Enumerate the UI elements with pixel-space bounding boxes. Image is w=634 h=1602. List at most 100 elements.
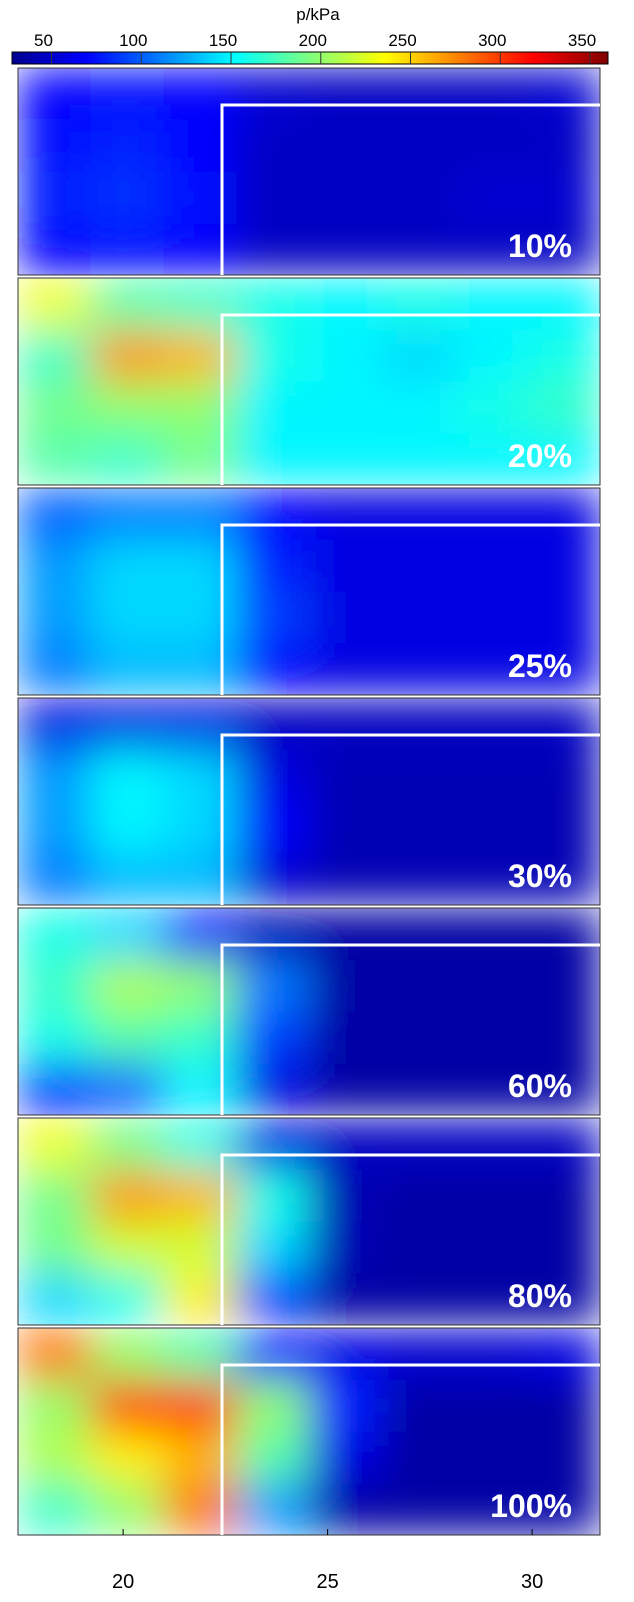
heatmap-cell [236,1483,309,1535]
heatmap-cell [309,853,382,905]
heatmap-cell [309,1222,382,1274]
heatmap-cell [164,1012,237,1064]
heatmap-cell [236,643,309,695]
heatmap-cell [18,330,91,382]
heatmap-cell [164,1063,237,1115]
heatmap-cell [18,382,91,434]
heatmap-cell [382,643,455,695]
heatmap-cell [18,802,91,854]
heatmap-cell [18,1170,91,1222]
colorbar-tick-label: 50 [34,31,53,50]
heatmap-cell [236,592,309,644]
heatmap-cell [309,698,382,750]
heatmap-cell [309,382,382,434]
heatmap-cell [527,802,600,854]
heatmap-cell [527,908,600,960]
heatmap-cell [91,1432,164,1484]
heatmap-cell [382,1118,455,1170]
heatmap-cell [236,1273,309,1325]
colorbar [12,52,608,64]
heatmap-cell [455,1118,528,1170]
heatmap-cell [382,802,455,854]
panel: 100% [18,1328,601,1536]
heatmap-cell [164,643,237,695]
panel-label: 10% [508,228,572,264]
panel: 80% [18,1118,601,1326]
heatmap-cell [382,1273,455,1325]
colorbar-title: p/kPa [296,5,340,24]
heatmap-cell [382,1063,455,1115]
heatmap-cell [18,1483,91,1535]
figure: p/kPa 5010015020025030035010%20%25%30%60… [0,0,634,1602]
heatmap-cell [527,1012,600,1064]
heatmap-cell [164,223,237,275]
heatmap-cell [455,908,528,960]
heatmap-cell [236,908,309,960]
heatmap-cell [309,1012,382,1064]
heatmap-cell [382,1012,455,1064]
panel-label: 100% [490,1488,572,1524]
heatmap-cell [382,1380,455,1432]
heatmap-cell [527,1328,600,1380]
heatmap-cell [91,853,164,905]
heatmap-cell [382,382,455,434]
heatmap-cell [455,1432,528,1484]
heatmap-cell [164,120,237,172]
heatmap-cell [382,1432,455,1484]
heatmap-cell [164,278,237,330]
colorbar-tick-label: 300 [478,31,506,50]
heatmap-cell [455,698,528,750]
heatmap-cell [236,1063,309,1115]
heatmap-cell [527,1170,600,1222]
heatmap-cell [455,1380,528,1432]
heatmap-cell [164,750,237,802]
heatmap-cell [91,1273,164,1325]
heatmap-cell [527,1432,600,1484]
heatmap-cell [455,540,528,592]
heatmap-cell [91,433,164,485]
heatmap-cell [164,853,237,905]
heatmap-cell [164,1170,237,1222]
heatmap-cell [527,278,600,330]
x-tick-label: 30 [521,1571,543,1593]
heatmap-cell [236,172,309,224]
heatmap-cell [91,488,164,540]
heatmap-cell [236,750,309,802]
heatmap-cell [382,68,455,120]
heatmap-cell [91,698,164,750]
heatmap-cell [91,1222,164,1274]
heatmap-cell [236,540,309,592]
heatmap-cell [164,68,237,120]
heatmap-cell [527,120,600,172]
heatmap-cell [91,172,164,224]
heatmap-cell [527,960,600,1012]
heatmap-cell [18,1380,91,1432]
heatmap-cell [91,120,164,172]
heatmap-cell [382,750,455,802]
x-tick-label: 25 [316,1571,338,1593]
heatmap-cell [309,1170,382,1222]
heatmap-cell [18,1222,91,1274]
heatmap-cell [91,1118,164,1170]
heatmap-cell [309,1063,382,1115]
colorbar-tick-label: 150 [209,31,237,50]
heatmap-cell [18,750,91,802]
heatmap-cell [527,382,600,434]
heatmap-cell [382,433,455,485]
heatmap-cell [91,1012,164,1064]
heatmap-cell [18,433,91,485]
heatmap-cell [382,488,455,540]
heatmap-cell [91,382,164,434]
heatmap-cell [236,1380,309,1432]
heatmap-cell [164,1432,237,1484]
heatmap-cell [527,540,600,592]
panel-label: 80% [508,1278,572,1314]
heatmap-cell [91,1483,164,1535]
heatmap-cell [164,488,237,540]
heatmap-cell [18,1012,91,1064]
heatmap-cell [164,172,237,224]
heatmap-cell [527,1222,600,1274]
heatmap-cell [236,120,309,172]
heatmap-cell [527,488,600,540]
heatmap-cell [91,750,164,802]
